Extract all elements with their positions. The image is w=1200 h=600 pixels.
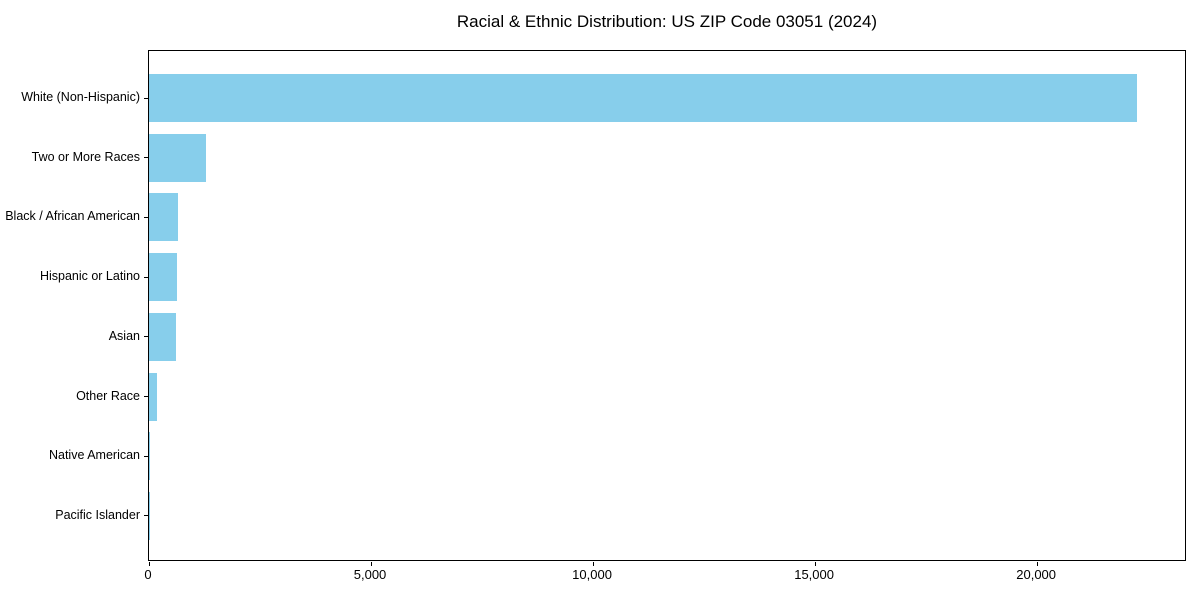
bar-white-non-hispanic bbox=[149, 74, 1138, 122]
bar-two-or-more-races bbox=[149, 133, 206, 182]
chart-title: Racial & Ethnic Distribution: US ZIP Cod… bbox=[456, 12, 878, 31]
bar-native-american bbox=[149, 432, 151, 481]
bar-hispanic-or-latino bbox=[149, 253, 177, 302]
y-axis-label-other-race: Other Race bbox=[76, 388, 140, 403]
y-axis-label-native-american: Native American bbox=[48, 448, 140, 463]
y-tick-mark bbox=[144, 97, 148, 99]
x-tick-mark bbox=[592, 562, 594, 566]
y-axis-label-hispanic-or-latino: Hispanic or Latino bbox=[39, 269, 140, 284]
x-tick-label-10-000: 10,000 bbox=[572, 567, 612, 582]
y-axis-label-white-non-hispanic: White (Non-Hispanic) bbox=[21, 90, 140, 104]
y-tick-mark bbox=[144, 276, 148, 278]
y-axis-labels: White (Non-Hispanic) Two or More Races Bla… bbox=[0, 0, 148, 600]
y-tick-mark bbox=[144, 515, 148, 517]
x-tick-mark bbox=[370, 562, 372, 566]
x-axis-labels: 0 5,000 10,000 15,000 20,000 bbox=[0, 567, 1200, 587]
x-tick-label-0: 0 bbox=[144, 567, 152, 582]
y-axis-label-pacific-islander: Pacific Islander bbox=[55, 507, 140, 522]
y-tick-mark bbox=[144, 216, 148, 218]
y-tick-mark bbox=[144, 396, 148, 397]
bar-asian bbox=[149, 312, 176, 361]
y-tick-mark bbox=[144, 455, 148, 457]
x-tick-label-20-000: 20,000 bbox=[1016, 567, 1057, 582]
y-axis-label-two-or-more-races: Two or More Races bbox=[31, 149, 140, 164]
x-tick-label-15-000: 15,000 bbox=[794, 567, 834, 582]
y-axis-label-black-african-american: Black / African American bbox=[5, 209, 140, 224]
bar-black-african-american bbox=[149, 193, 178, 242]
x-tick-mark bbox=[148, 562, 150, 566]
bar-other-race bbox=[149, 372, 157, 421]
x-tick-mark bbox=[1036, 562, 1038, 566]
x-tick-label-5-000: 5,000 bbox=[353, 567, 387, 582]
plot-area bbox=[144, 50, 1186, 566]
y-tick-mark bbox=[144, 336, 148, 338]
y-axis-label-asian: Asian bbox=[108, 328, 140, 343]
x-tick-mark bbox=[814, 562, 816, 566]
y-tick-mark bbox=[144, 157, 148, 159]
